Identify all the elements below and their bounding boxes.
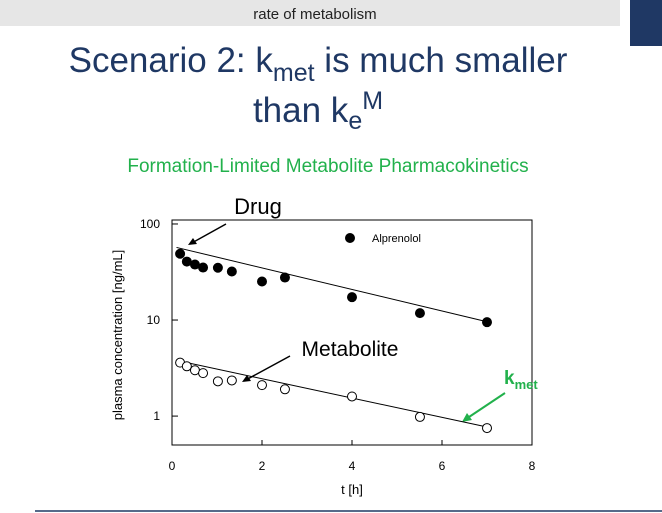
y-tick-label: 10 xyxy=(147,313,161,327)
kmet-sub: met xyxy=(515,377,539,392)
title-sup: M xyxy=(362,87,383,115)
data-point xyxy=(226,375,237,386)
title-sub: met xyxy=(273,59,315,87)
corner-box xyxy=(630,0,662,46)
data-point xyxy=(347,391,357,402)
title-part: is much smaller xyxy=(315,41,568,80)
data-point xyxy=(226,266,237,277)
arrow xyxy=(189,223,227,245)
data-point xyxy=(482,317,492,328)
y-tick-label: 100 xyxy=(140,217,160,231)
arrowhead xyxy=(188,238,197,245)
arrow xyxy=(243,355,291,382)
data-point xyxy=(257,276,267,287)
data-point xyxy=(198,262,209,273)
x-tick-label: 8 xyxy=(529,459,536,473)
subtitle: Formation-Limited Metabolite Pharmacokin… xyxy=(127,156,528,177)
data-point xyxy=(198,368,209,379)
y-tick-label: 1 xyxy=(153,409,160,423)
arrowhead xyxy=(242,375,251,382)
data-point xyxy=(482,423,492,434)
x-tick-label: 4 xyxy=(349,459,356,473)
data-point xyxy=(279,384,290,395)
annotation: Drug xyxy=(234,194,282,219)
x-tick-label: 2 xyxy=(259,459,266,473)
data-point xyxy=(181,361,192,372)
legend-marker xyxy=(345,233,355,243)
slide-title-2: than keM xyxy=(253,87,383,135)
fit-line xyxy=(176,246,488,323)
data-point xyxy=(279,272,290,283)
title-part: Scenario 2: k xyxy=(69,41,274,80)
title-part: than k xyxy=(253,91,349,130)
x-axis-label: t [h] xyxy=(341,482,363,497)
data-point xyxy=(414,411,425,422)
kmet-k: k xyxy=(504,368,515,389)
fit-line xyxy=(176,359,488,428)
x-tick-label: 6 xyxy=(439,459,446,473)
x-tick-label: 0 xyxy=(169,459,176,473)
data-point xyxy=(212,376,223,387)
legend-label: Alprenolol xyxy=(372,233,421,245)
data-point xyxy=(414,308,425,319)
slide-title: Scenario 2: kmet is much smaller xyxy=(69,41,568,87)
header-text: rate of metabolism xyxy=(253,6,376,23)
data-point xyxy=(257,380,267,391)
annotation: Metabolite xyxy=(302,338,399,361)
data-point xyxy=(347,292,357,303)
title-sub: e xyxy=(348,107,362,135)
arrow xyxy=(465,392,506,420)
data-point xyxy=(175,248,186,259)
y-axis-label: plasma concentration [ng/mL] xyxy=(110,250,125,421)
header-bar xyxy=(0,0,620,26)
kmet-label: kmet xyxy=(504,368,538,392)
data-point xyxy=(212,262,223,273)
arrowhead xyxy=(462,413,472,422)
